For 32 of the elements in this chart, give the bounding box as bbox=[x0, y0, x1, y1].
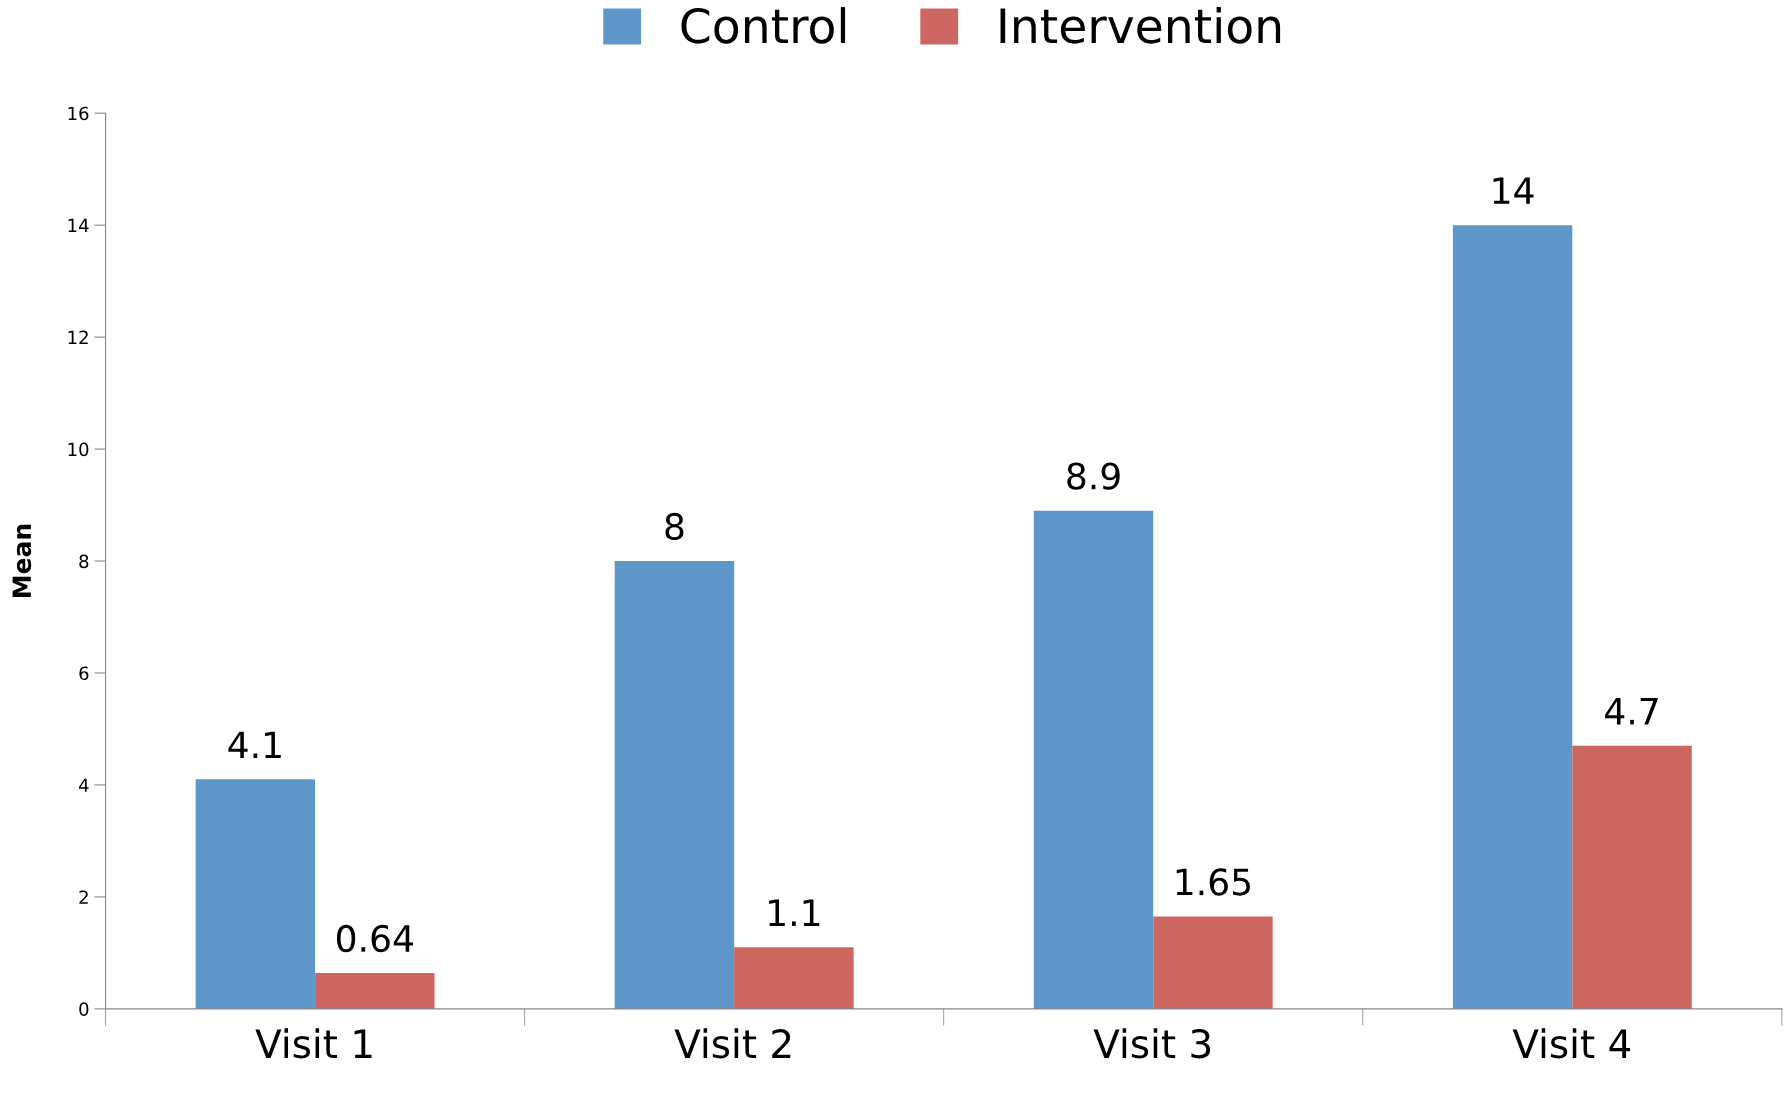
legend-label: Intervention bbox=[1000, 7, 1281, 44]
y-tick-label: 6 bbox=[79, 666, 89, 681]
y-tick-label: 8 bbox=[79, 554, 89, 569]
data-label: 1.1 bbox=[769, 899, 820, 926]
y-tick-label: 4 bbox=[78, 778, 89, 792]
bar bbox=[1572, 745, 1692, 1009]
y-tick-label: 0 bbox=[79, 1002, 89, 1016]
x-tick-label: Visit 1 bbox=[255, 1028, 372, 1059]
y-tick-label: 10 bbox=[68, 442, 89, 457]
bar bbox=[1033, 510, 1154, 1009]
bar bbox=[195, 779, 316, 1009]
data-label: 8 bbox=[665, 512, 684, 541]
data-label: 4.1 bbox=[228, 731, 281, 758]
y-tick-label: 14 bbox=[68, 218, 89, 233]
legend-label: Control bbox=[681, 7, 846, 44]
data-label: 0.64 bbox=[336, 924, 413, 953]
y-axis-title: Mean bbox=[12, 524, 32, 597]
bar bbox=[734, 947, 854, 1009]
data-label: 8.9 bbox=[1067, 462, 1120, 490]
data-label: 1.65 bbox=[1176, 868, 1250, 896]
bar bbox=[1452, 225, 1573, 1009]
bar bbox=[614, 561, 735, 1009]
y-tick-label: 16 bbox=[68, 106, 89, 121]
x-tick-label: Visit 2 bbox=[674, 1028, 791, 1059]
bar bbox=[315, 973, 435, 1009]
data-label: 4.7 bbox=[1605, 698, 1658, 725]
y-tick-label: 12 bbox=[68, 330, 88, 344]
x-tick-label: Visit 3 bbox=[1093, 1028, 1211, 1059]
bar bbox=[1153, 916, 1273, 1009]
data-label: 14 bbox=[1493, 177, 1534, 204]
x-tick-label: Visit 4 bbox=[1512, 1028, 1631, 1059]
y-tick-label: 2 bbox=[79, 890, 88, 904]
